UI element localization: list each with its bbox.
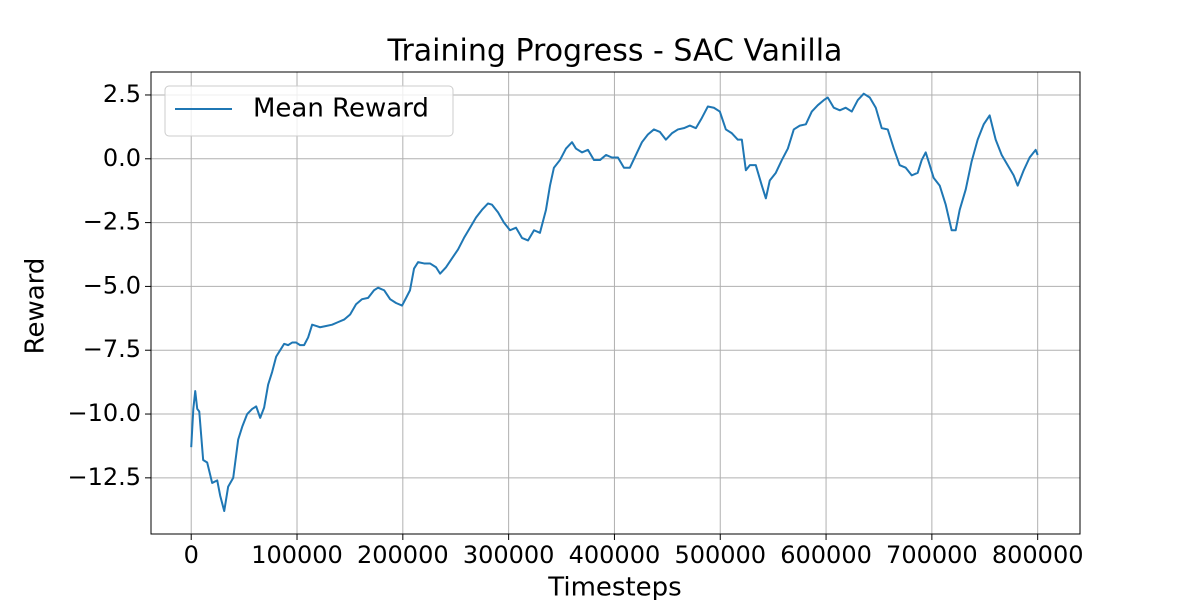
x-tick-label: 400000 [569, 541, 661, 569]
x-tick-label: 600000 [780, 541, 872, 569]
y-tick-label: −7.5 [83, 335, 141, 363]
y-tick-label: −5.0 [83, 271, 141, 299]
data-line [190, 92, 1039, 513]
x-tick-label: 200000 [357, 541, 449, 569]
y-axis-label: Reward [21, 258, 51, 355]
y-tick-label: 2.5 [103, 80, 141, 108]
y-tick-label: −10.0 [67, 399, 141, 427]
legend-label: Mean Reward [253, 94, 429, 124]
x-tick-label: 800000 [992, 541, 1084, 569]
x-tick-label: 300000 [463, 541, 555, 569]
x-axis-label: Timesteps [547, 573, 681, 600]
legend: Mean Reward [164, 85, 454, 137]
x-tick-label: 100000 [251, 541, 343, 569]
chart-title: Training Progress - SAC Vanilla [387, 34, 843, 69]
x-tick-label: 0 [184, 541, 199, 569]
y-tick-label: −12.5 [67, 463, 141, 491]
legend-box [164, 85, 454, 137]
y-tick-label: −2.5 [83, 208, 141, 236]
y-tick-label: 0.0 [103, 144, 141, 172]
grid [151, 72, 1080, 534]
x-tick-label: 500000 [674, 541, 766, 569]
x-tick-label: 700000 [886, 541, 978, 569]
plot-frame [150, 71, 1081, 535]
